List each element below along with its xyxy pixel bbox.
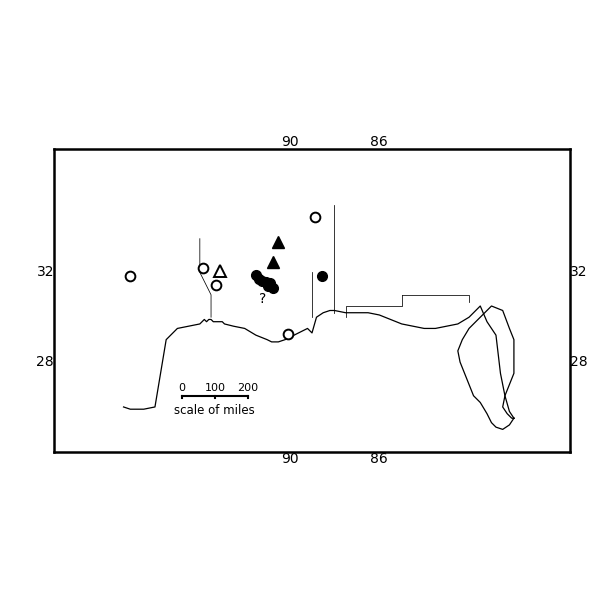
- Text: 200: 200: [237, 383, 259, 393]
- Text: 86: 86: [370, 135, 388, 149]
- Text: 32: 32: [37, 266, 54, 279]
- Text: 32: 32: [570, 266, 587, 279]
- Text: 28: 28: [37, 355, 54, 369]
- Text: 86: 86: [370, 452, 388, 466]
- Text: ?: ?: [259, 292, 266, 306]
- Text: scale of miles: scale of miles: [175, 403, 255, 416]
- Text: 0: 0: [178, 383, 185, 393]
- Text: 28: 28: [570, 355, 587, 369]
- Text: 90: 90: [281, 135, 298, 149]
- Text: 100: 100: [205, 383, 226, 393]
- Text: 90: 90: [281, 452, 298, 466]
